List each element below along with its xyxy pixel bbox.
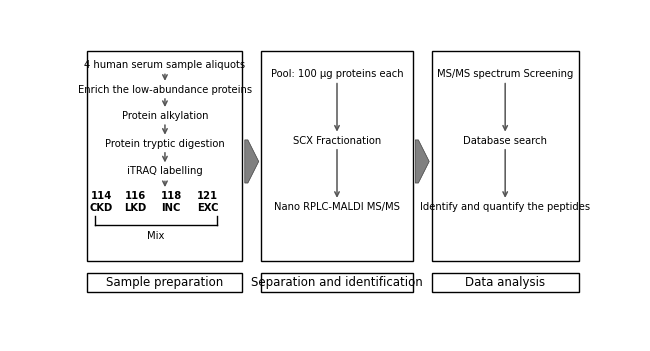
- Bar: [88, 273, 242, 292]
- Bar: [432, 51, 578, 261]
- Text: MS/MS spectrum Screening: MS/MS spectrum Screening: [437, 69, 573, 79]
- Text: Mix: Mix: [148, 231, 164, 241]
- Text: Identify and quantify the peptides: Identify and quantify the peptides: [420, 202, 590, 212]
- Bar: [432, 273, 578, 292]
- Text: Data analysis: Data analysis: [465, 276, 545, 289]
- Text: INC: INC: [161, 204, 181, 213]
- Text: Database search: Database search: [463, 136, 547, 146]
- Text: Protein alkylation: Protein alkylation: [122, 111, 208, 121]
- Text: CKD: CKD: [90, 204, 113, 213]
- Text: LKD: LKD: [124, 204, 147, 213]
- Text: 4 human serum sample aliquots: 4 human serum sample aliquots: [84, 60, 246, 70]
- Bar: [261, 273, 413, 292]
- Text: Sample preparation: Sample preparation: [107, 276, 224, 289]
- Text: iTRAQ labelling: iTRAQ labelling: [127, 166, 203, 177]
- Text: Enrich the low-abundance proteins: Enrich the low-abundance proteins: [78, 85, 252, 95]
- Text: SCX Fractionation: SCX Fractionation: [293, 136, 381, 146]
- Text: 121: 121: [197, 191, 218, 201]
- Text: Separation and identification: Separation and identification: [251, 276, 423, 289]
- Text: 114: 114: [91, 191, 112, 201]
- Polygon shape: [245, 140, 259, 183]
- Text: Nano RPLC-MALDI MS/MS: Nano RPLC-MALDI MS/MS: [274, 202, 400, 212]
- Bar: [88, 51, 242, 261]
- Text: Protein tryptic digestion: Protein tryptic digestion: [105, 139, 225, 149]
- Polygon shape: [415, 140, 429, 183]
- Text: EXC: EXC: [197, 204, 218, 213]
- Text: 118: 118: [161, 191, 182, 201]
- Text: Pool: 100 μg proteins each: Pool: 100 μg proteins each: [270, 69, 403, 79]
- Text: 116: 116: [125, 191, 146, 201]
- Bar: [261, 51, 413, 261]
